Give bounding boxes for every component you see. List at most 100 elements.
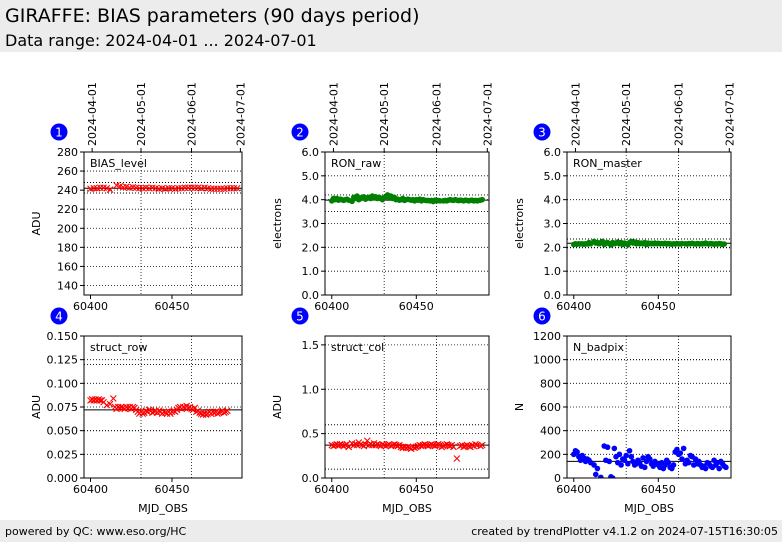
data-point <box>374 440 381 448</box>
x-tick-label: 60450 <box>154 300 189 313</box>
data-point-stroke <box>478 441 486 449</box>
page-title: GIRAFFE: BIAS parameters (90 days period… <box>5 5 420 27</box>
data-point-stroke <box>394 442 402 450</box>
y-axis-label: ADU <box>30 211 43 235</box>
data-point <box>453 455 461 462</box>
data-point <box>574 449 580 455</box>
y-tick-label: 1.0 <box>302 383 320 396</box>
y-tick-label: 0.050 <box>47 425 79 438</box>
y-tick-label: 4.0 <box>544 194 562 207</box>
chart-panel-5: 0.0 0.5 1.0 1.5 60400 60450 struct_col ADU MJD_O… <box>271 307 490 515</box>
panel-label: struct_row <box>90 341 147 354</box>
data-point-stroke <box>194 184 202 192</box>
data-point <box>106 400 114 408</box>
panel-badge-number: 5 <box>296 310 304 324</box>
data-point-stroke <box>233 184 241 192</box>
x-tick-label: 60400 <box>73 483 108 496</box>
date-tick-label: 2024-04-01 <box>327 82 340 146</box>
chart-panel-6: 0 200 400 600 800 1000 1200 60400 60450 N_badpix N… <box>513 307 732 515</box>
data-point-stroke <box>362 440 369 448</box>
data-point-stroke <box>109 395 117 402</box>
y-tick-label: 140 <box>57 279 78 292</box>
data-point-stroke <box>116 182 124 190</box>
data-point-stroke <box>477 442 484 450</box>
x-tick-label: 60450 <box>154 483 189 496</box>
data-point <box>670 462 677 468</box>
panel-badge-number: 2 <box>296 126 304 140</box>
y-tick-label: 6.0 <box>302 146 320 159</box>
data-points <box>87 181 241 194</box>
plot-frame <box>324 335 490 479</box>
x-tick-label: 60400 <box>314 483 349 496</box>
data-point <box>96 396 104 404</box>
y-tick-label: 180 <box>57 241 78 254</box>
y-axis-label: N <box>513 403 526 411</box>
data-point <box>598 474 604 478</box>
data-points <box>570 238 728 248</box>
data-point-stroke <box>417 442 425 450</box>
y-tick-label: 240 <box>57 184 78 197</box>
y-tick-label: 0.075 <box>47 401 79 414</box>
data-point-stroke <box>387 442 395 450</box>
data-point-stroke <box>100 398 107 406</box>
panel-badge <box>533 307 551 325</box>
y-tick-label: 200 <box>57 222 78 235</box>
data-point-stroke <box>450 443 457 451</box>
data-point-stroke <box>113 181 120 189</box>
x-axis-label: MJD_OBS <box>624 502 674 515</box>
x-tick-label: 60400 <box>556 483 591 496</box>
data-point <box>640 455 646 461</box>
x-tick-label: 60450 <box>399 483 434 496</box>
chart-panel-1: 140 160 180 200 220 240 260 280 60400 60450 2024-0… <box>30 82 247 313</box>
data-point <box>674 446 680 453</box>
y-tick-label: 2.0 <box>302 241 320 254</box>
y-tick-label: 400 <box>540 425 561 438</box>
data-point-stroke <box>168 184 176 192</box>
y-tick-label: 1000 <box>533 354 561 367</box>
data-point <box>594 465 601 472</box>
data-point-stroke <box>363 437 371 445</box>
panel-label: BIAS_level <box>90 157 147 170</box>
y-tick-label: 0.150 <box>47 330 79 343</box>
data-point <box>606 458 613 465</box>
panel-label: RON_raw <box>331 157 381 170</box>
data-point-stroke <box>201 184 208 192</box>
chart-panel-3: 0.0 1.0 2.0 3.0 4.0 5.0 6.0 60400 60450 2024-04-0… <box>513 82 736 313</box>
panel-badge-number: 6 <box>538 310 546 324</box>
data-point <box>591 462 597 468</box>
data-points <box>328 192 486 205</box>
data-point <box>626 447 633 454</box>
data-point <box>477 442 484 450</box>
panel-badge <box>50 123 68 141</box>
data-points <box>87 395 231 418</box>
data-point <box>478 441 486 449</box>
y-tick-label: 1.5 <box>302 339 320 352</box>
y-tick-label: 5.0 <box>302 170 320 183</box>
date-tick-label: 2024-05-01 <box>378 82 391 146</box>
data-point <box>677 450 684 456</box>
data-point-stroke <box>158 184 166 192</box>
data-point <box>463 441 471 449</box>
date-tick-label: 2024-06-01 <box>431 82 444 146</box>
date-tick-label: 2024-04-01 <box>569 82 582 146</box>
data-point <box>702 465 709 472</box>
y-tick-label: 5.0 <box>544 170 562 183</box>
data-point-stroke <box>142 184 150 192</box>
panel-badge-number: 4 <box>55 310 63 324</box>
chart-panel-2: 0.0 1.0 2.0 3.0 4.0 5.0 6.0 60400 60450 2024-04-0… <box>271 82 494 313</box>
data-point-stroke <box>223 407 231 415</box>
panel-badge <box>50 307 68 325</box>
data-point-stroke <box>439 442 447 450</box>
data-point-stroke <box>149 184 156 192</box>
y-tick-label: 220 <box>57 203 78 216</box>
data-point <box>628 453 635 460</box>
y-tick-label: 260 <box>57 165 78 178</box>
panel-badge-number: 1 <box>55 126 63 140</box>
data-point-stroke <box>473 441 481 449</box>
date-tick-label: 2024-07-01 <box>234 82 247 146</box>
y-tick-label: 1.0 <box>302 265 320 278</box>
data-point <box>665 459 672 466</box>
date-tick-label: 2024-06-01 <box>186 82 199 146</box>
data-point <box>647 456 653 462</box>
